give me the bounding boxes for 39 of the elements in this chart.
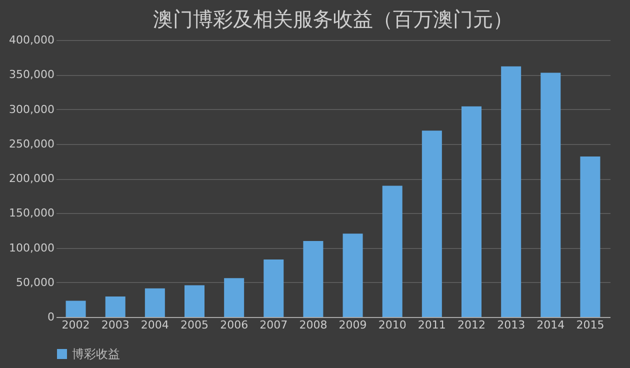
x-tick-label: 2007 <box>260 318 288 332</box>
x-tick-label: 2011 <box>418 318 446 332</box>
y-tick-label: 300,000 <box>9 102 54 116</box>
bar <box>184 285 204 317</box>
y-tick-label: 150,000 <box>9 206 54 220</box>
bar <box>382 186 402 317</box>
bar <box>540 72 561 317</box>
x-tick-label: 2005 <box>180 318 208 332</box>
bar <box>580 156 600 317</box>
bar <box>422 130 442 317</box>
bar <box>342 234 363 317</box>
x-tick-label: 2008 <box>299 318 328 332</box>
x-tick-label: 2004 <box>140 318 169 332</box>
bar <box>66 300 86 317</box>
x-tick-label: 2009 <box>338 318 367 332</box>
x-tick-label: 2012 <box>458 318 486 332</box>
x-tick-label: 2010 <box>378 318 406 332</box>
y-tick-label: 100,000 <box>9 241 54 254</box>
bar <box>105 296 126 317</box>
y-tick-label: 50,000 <box>16 276 54 289</box>
bar <box>144 288 165 317</box>
bar <box>501 66 522 317</box>
bar <box>224 278 244 317</box>
legend-label: 博彩收益 <box>72 347 120 361</box>
x-tick-label: 2015 <box>576 318 604 332</box>
bar <box>264 260 284 317</box>
chart-title: 澳门博彩及相关服务收益（百万澳门元） <box>153 7 513 31</box>
x-tick-label: 2003 <box>101 318 130 332</box>
x-tick-label: 2013 <box>497 318 526 332</box>
x-tick-label: 2014 <box>536 318 565 332</box>
y-tick-label: 200,000 <box>9 172 54 185</box>
bar <box>303 240 324 317</box>
y-tick-label: 0 <box>48 310 54 324</box>
y-tick-label: 350,000 <box>9 68 54 82</box>
y-tick-label: 400,000 <box>9 34 54 46</box>
bar <box>462 106 482 317</box>
x-tick-label: 2002 <box>62 318 90 332</box>
y-tick-label: 250,000 <box>9 137 54 150</box>
x-tick-label: 2006 <box>220 318 248 332</box>
